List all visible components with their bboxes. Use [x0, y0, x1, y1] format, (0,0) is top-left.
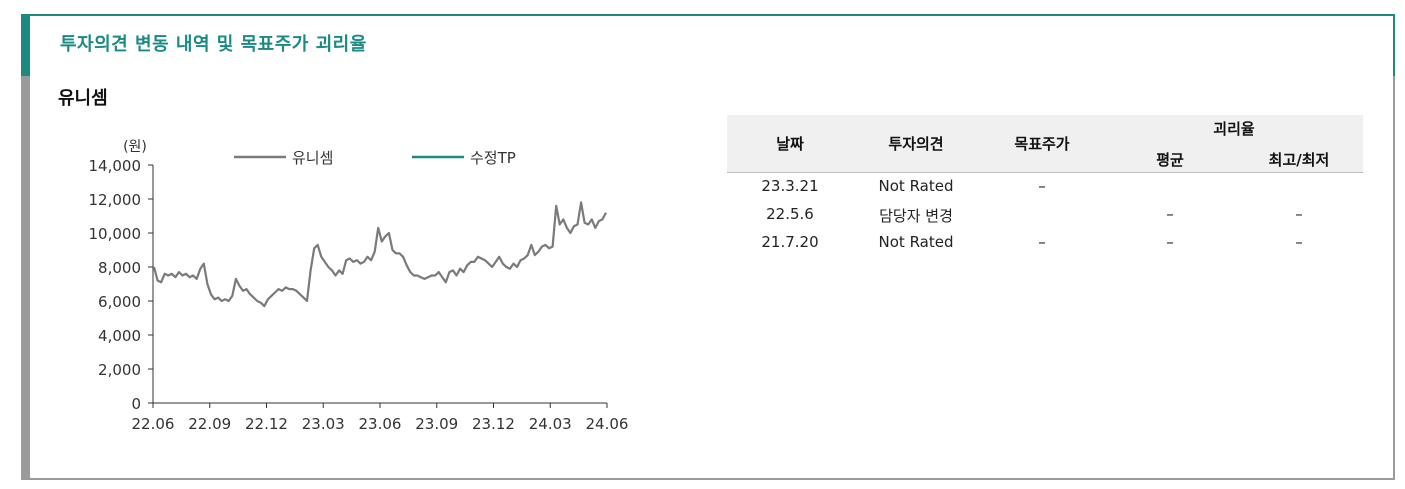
x-tick-label: 22.06 [132, 415, 175, 433]
cell-date: 23.3.21 [761, 177, 819, 195]
table-header: 날짜 투자의견 목표주가 괴리율 평균 최고/최저 [727, 115, 1363, 173]
x-tick-label: 22.12 [245, 415, 288, 433]
right-accent-bar [1393, 14, 1395, 76]
x-tick-label: 24.03 [529, 415, 572, 433]
y-tick-label: 2,000 [98, 361, 141, 379]
price-chart: (원) 14,000 12,000 10,000 8,000 6,000 4,000 2,00… [89, 139, 629, 433]
x-tick-label: 22.09 [188, 415, 231, 433]
left-accent-bar [21, 14, 30, 480]
header-gap: 괴리율 [1213, 120, 1255, 138]
cell-opinion: 담당자 변경 [879, 207, 953, 225]
table-row: 22.5.6 담당자 변경 – – [727, 201, 1363, 229]
x-tick-label: 23.06 [359, 415, 402, 433]
header-opinion: 투자의견 [888, 135, 944, 153]
cell-target: – [1038, 233, 1046, 251]
cell-avg: – [1166, 205, 1174, 223]
table-row: 23.3.21 Not Rated – [727, 173, 1363, 201]
header-date: 날짜 [776, 135, 804, 153]
table-body: 23.3.21 Not Rated – 22.5.6 담당자 변경 – – 21.7.20 No… [727, 173, 1363, 257]
legend-label-1: 수정TP [470, 149, 516, 167]
cell-hilo: – [1295, 205, 1303, 223]
y-tick-label: 12,000 [89, 191, 142, 209]
cell-opinion: Not Rated [878, 177, 954, 195]
legend-label-0: 유니셈 [292, 149, 333, 167]
y-tick-label: 0 [131, 395, 141, 413]
x-tick-label: 23.03 [302, 415, 345, 433]
cell-hilo: – [1295, 233, 1303, 251]
x-tick-label: 23.09 [415, 415, 458, 433]
table-row: 21.7.20 Not Rated – – – [727, 229, 1363, 257]
x-tick-label: 23.12 [472, 415, 515, 433]
header-high-low: 최고/최저 [1268, 151, 1330, 169]
cell-opinion: Not Rated [878, 233, 954, 251]
y-tick-label: 10,000 [89, 225, 142, 243]
x-tick-label: 24.06 [586, 415, 629, 433]
header-target-price: 목표주가 [1014, 135, 1070, 153]
unit-label: (원) [123, 139, 147, 155]
rating-history-table: 날짜 투자의견 목표주가 괴리율 평균 최고/최저 23.3.21 Not Rat… [727, 115, 1363, 257]
header-average: 평균 [1156, 151, 1184, 169]
section-title: 투자의견 변동 내역 및 목표주가 괴리율 [60, 34, 367, 55]
series-line-0 [152, 201, 607, 308]
cell-date: 21.7.20 [761, 233, 819, 251]
y-tick-label: 14,000 [89, 157, 142, 175]
report-frame [21, 14, 1395, 480]
cell-target: – [1038, 177, 1046, 195]
y-tick-label: 6,000 [98, 293, 141, 311]
y-tick-label: 8,000 [98, 259, 141, 277]
cell-avg: – [1166, 233, 1174, 251]
y-tick-label: 4,000 [98, 327, 141, 345]
cell-date: 22.5.6 [766, 205, 814, 223]
company-name: 유니셈 [58, 88, 108, 109]
